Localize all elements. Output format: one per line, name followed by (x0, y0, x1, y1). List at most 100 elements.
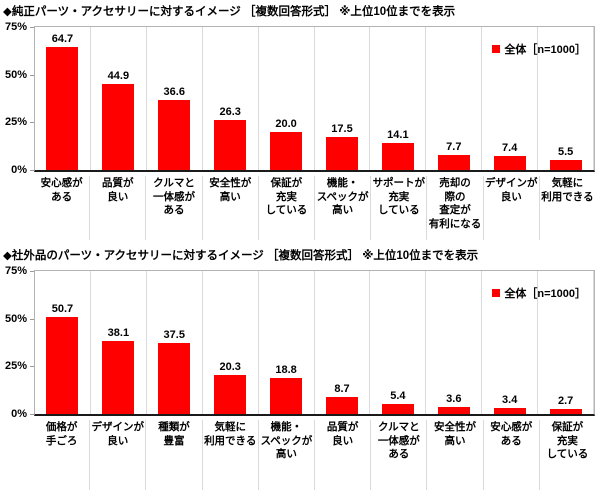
chart-title-genuine-parts: ◆純正パーツ・アクセサリーに対するイメージ ［複数回答形式］ ※上位10位までを… (3, 6, 456, 18)
bar-slot: 44.9 (91, 27, 147, 170)
chart-genuine-parts: ◆純正パーツ・アクセサリーに対するイメージ ［複数回答形式］ ※上位10位までを… (0, 0, 600, 240)
bar-slot: 3.6 (426, 271, 483, 414)
bar-slot: 3.4 (482, 271, 539, 414)
chart-plot-row: 75% 50% 25% 0% 64.7 44.9 36.6 26.3 20.0 17.5 14.1 7… (0, 21, 600, 176)
legend-marker-icon (492, 289, 501, 297)
bar-value-label: 20.0 (275, 117, 297, 130)
bar-value-label: 44.9 (107, 70, 130, 83)
legend-label: 全体［n=1000］ (504, 288, 586, 300)
category-label: 気軽に 利用できる (541, 177, 594, 203)
bar (214, 375, 247, 414)
legend: 全体［n=1000］ (492, 41, 586, 57)
bar-slot: 36.6 (147, 27, 203, 170)
bar-value-label: 5.4 (390, 389, 406, 402)
bar-value-label: 26.3 (219, 105, 241, 118)
bar-value-label: 38.1 (107, 327, 130, 340)
chart-body-genuine-parts: 75% 50% 25% 0% 64.7 44.9 36.6 26.3 20.0 17.5 14.1 7… (0, 21, 600, 240)
legend-marker-icon (492, 45, 501, 53)
y-axis-tick-label: 75% (4, 21, 27, 33)
category-label: 売却の 際の 査定が 有利になる (427, 176, 484, 240)
bar-slot: 18.8 (259, 271, 315, 414)
y-axis: 75% 50% 25% 0% (0, 265, 34, 420)
category-label: 保証が 充実 している (546, 421, 589, 461)
bar (381, 403, 414, 414)
chart-title-aftermarket-parts: ◆社外品のパーツ・アクセサリーに対するイメージ ［複数回答形式］ ※上位10位ま… (3, 250, 479, 262)
bar (493, 155, 526, 170)
x-axis-labels: 安心感が ある 品質が 良い クルマと 一体感が ある 安全性が 高い 保証が 充実 し… (34, 172, 595, 240)
chart-plot-row: 75% 50% 25% 0% 50.7 38.1 37.5 20.3 18.8 8.7 5.4 3.6… (0, 265, 600, 420)
bar-slot: 8.7 (315, 271, 371, 414)
category-label: 品質が 良い (90, 176, 147, 240)
bar (102, 341, 135, 414)
y-axis-tick-label: 0% (11, 408, 27, 420)
bar-value-label: 3.4 (502, 393, 518, 406)
bar (325, 397, 358, 414)
y-axis-tick (30, 27, 34, 28)
y-axis-tick-label: 25% (4, 116, 27, 129)
category-label: 気軽に 利用できる (203, 420, 259, 490)
bar-slot: 14.1 (370, 27, 427, 170)
bar-slot: 38.1 (91, 271, 147, 414)
bar (46, 46, 79, 170)
category-label: デザインが 良い (484, 176, 540, 240)
category-label: 安心感が ある (484, 420, 540, 490)
bar-slot: 20.3 (203, 271, 259, 414)
y-axis-tick (30, 366, 34, 368)
y-axis-tick-label: 50% (4, 312, 27, 325)
plot-area: 64.7 44.9 36.6 26.3 20.0 17.5 14.1 7.7 7.4 5.5 全体［… (34, 26, 595, 172)
category-label: 品質が 良い (315, 420, 372, 490)
bar-value-label: 7.7 (446, 141, 462, 154)
bar (437, 407, 470, 414)
bar-value-label: 37.5 (163, 328, 185, 341)
bar-value-label: 14.1 (387, 129, 409, 142)
bar (46, 317, 79, 414)
y-axis-tick-label: 75% (4, 265, 27, 277)
bar (549, 408, 582, 414)
bar-slot: 20.0 (259, 27, 315, 170)
bar-value-label: 36.6 (163, 86, 185, 99)
bar-slot: 17.5 (315, 27, 371, 170)
bar-value-label: 2.7 (557, 394, 574, 407)
bar-value-label: 7.4 (502, 141, 518, 154)
category-label: サポートが 充実 している (371, 176, 428, 240)
bar (549, 159, 582, 170)
bar-slot: 37.5 (147, 271, 203, 414)
bar (158, 100, 191, 170)
y-axis-tick (30, 318, 34, 320)
y-axis-tick (30, 170, 34, 171)
category-label: 価格が 手ごろ (34, 420, 91, 490)
category-label: 保証が 充実 している (259, 176, 316, 240)
bar (102, 84, 135, 170)
bar-slot: 2.7 (538, 271, 595, 414)
bar (270, 378, 303, 414)
bar-value-label: 5.5 (557, 145, 574, 158)
bar-slot: 64.7 (35, 27, 91, 170)
y-axis-tick (30, 271, 34, 272)
bar (214, 119, 247, 170)
bar-slot: 7.4 (482, 27, 539, 170)
legend-label: 全体［n=1000］ (504, 44, 586, 56)
x-axis-labels: 価格が 手ごろ デザインが 良い 種類が 豊富 気軽に 利用できる 機能・ スペックが … (34, 416, 595, 490)
bar (158, 342, 191, 414)
bar-slot: 7.7 (426, 27, 483, 170)
category-label: 安全性が 高い (427, 420, 484, 490)
category-label: デザインが 良い (90, 420, 147, 490)
chart-aftermarket-parts: ◆社外品のパーツ・アクセサリーに対するイメージ ［複数回答形式］ ※上位10位ま… (0, 240, 600, 490)
y-axis-tick-label: 50% (4, 68, 27, 81)
category-label: クルマと 一体感が ある (146, 176, 203, 240)
bar (437, 155, 470, 170)
category-label: 安全性が 高い (203, 176, 259, 240)
bar (270, 131, 303, 170)
bar-value-label: 18.8 (275, 364, 297, 377)
y-axis: 75% 50% 25% 0% (0, 21, 34, 176)
y-axis-tick (30, 414, 34, 415)
bar-slot: 5.4 (370, 271, 427, 414)
bar-value-label: 50.7 (51, 303, 74, 316)
chart-body-aftermarket-parts: 75% 50% 25% 0% 50.7 38.1 37.5 20.3 18.8 8.7 5.4 3.6… (0, 265, 600, 490)
plot-area: 50.7 38.1 37.5 20.3 18.8 8.7 5.4 3.6 3.4 2.7 全体［n=… (34, 270, 595, 416)
bar-slot: 26.3 (203, 27, 259, 170)
bar-value-label: 8.7 (334, 383, 350, 396)
category-label: 機能・ スペックが 高い (259, 420, 316, 490)
category-label: 種類が 豊富 (146, 420, 203, 490)
